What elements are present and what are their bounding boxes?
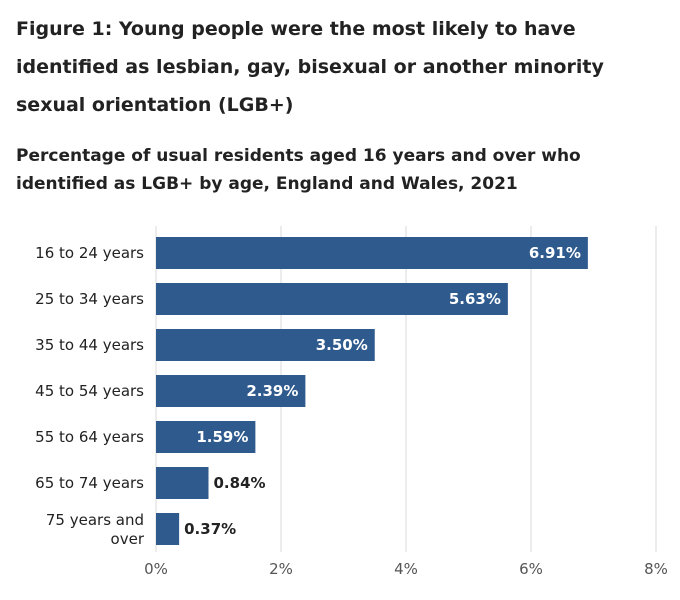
value-label: 0.37%: [184, 520, 236, 538]
value-label: 6.91%: [529, 244, 581, 262]
bar: [156, 421, 256, 453]
category-label: 65 to 74 years: [35, 474, 144, 492]
value-labels: 6.91% 5.63% 3.50% 2.39% 1.59% 0.84% 0.37%: [184, 244, 581, 538]
bar: [156, 513, 180, 545]
category-label: 75 years and over: [46, 511, 145, 548]
x-tick-label: 0%: [144, 560, 168, 578]
category-label: 16 to 24 years: [35, 244, 144, 262]
value-label: 5.63%: [449, 290, 501, 308]
bar: [156, 283, 508, 315]
category-label: 55 to 64 years: [35, 428, 144, 446]
x-tick-label: 8%: [644, 560, 668, 578]
value-label: 0.84%: [214, 474, 266, 492]
bar: [156, 375, 306, 407]
x-axis-tick-labels: 0% 2% 4% 6% 8%: [144, 560, 668, 578]
bar: [156, 467, 209, 499]
bars: [156, 237, 588, 545]
bar: [156, 237, 588, 269]
category-labels: 16 to 24 years 25 to 34 years 35 to 44 yea…: [35, 244, 145, 548]
category-label: 45 to 54 years: [35, 382, 144, 400]
value-label: 2.39%: [246, 382, 298, 400]
value-label: 3.50%: [316, 336, 368, 354]
chart-subtitle: Percentage of usual residents aged 16 ye…: [16, 146, 581, 194]
x-tick-label: 4%: [394, 560, 418, 578]
category-label: 25 to 34 years: [35, 290, 144, 308]
category-label: 35 to 44 years: [35, 336, 144, 354]
x-tick-label: 2%: [269, 560, 293, 578]
bar: [156, 329, 375, 361]
value-label: 1.59%: [196, 428, 248, 446]
chart-title: Figure 1: Young people were the most lik…: [16, 18, 604, 116]
x-tick-label: 6%: [519, 560, 543, 578]
